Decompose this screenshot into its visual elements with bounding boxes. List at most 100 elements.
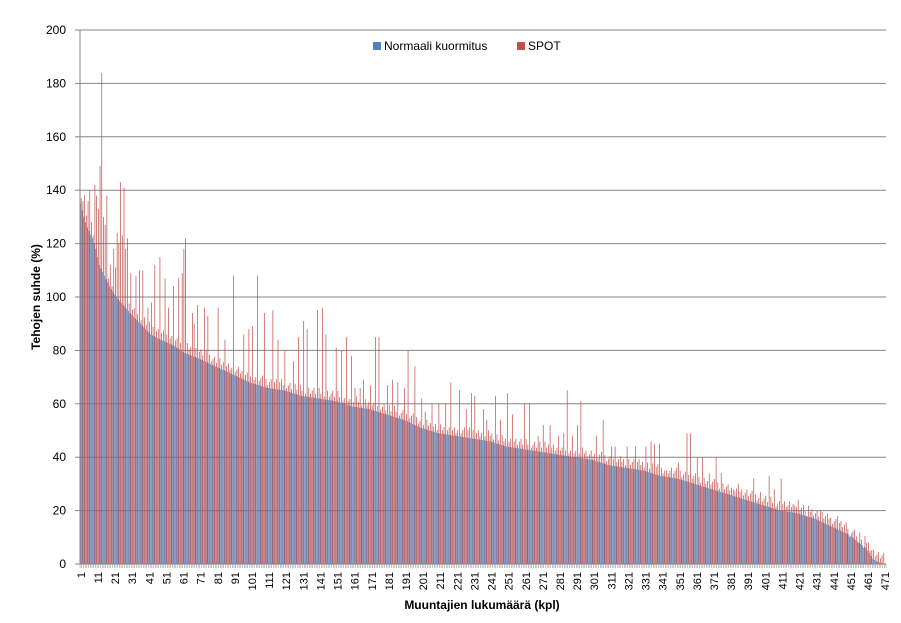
bar-spot: [501, 435, 503, 564]
bar-spot: [289, 382, 291, 564]
bar-spot: [628, 459, 630, 564]
bar-spot: [168, 307, 169, 564]
bar-normal: [716, 490, 718, 564]
bar-normal: [119, 301, 121, 564]
bar-spot: [715, 457, 717, 564]
bar-normal: [184, 353, 186, 564]
bar-spot: [274, 382, 275, 564]
bar-spot: [111, 286, 113, 564]
bar-normal: [343, 403, 345, 564]
bar-normal: [701, 486, 703, 564]
bar-spot: [144, 317, 145, 564]
bar-spot: [571, 435, 573, 564]
bar-normal: [646, 471, 648, 564]
bar-spot: [821, 511, 823, 564]
bar-normal: [677, 478, 679, 564]
bar-normal: [220, 368, 222, 564]
bar-normal: [263, 386, 264, 564]
bar-spot: [431, 403, 433, 564]
x-tick-label: 241: [487, 572, 499, 590]
bar-spot: [340, 350, 342, 564]
bar-spot: [494, 395, 496, 564]
bar-normal: [353, 406, 355, 564]
bar-spot: [698, 476, 700, 564]
bar-normal: [273, 388, 275, 564]
bar-spot: [693, 475, 695, 564]
bar-normal: [217, 367, 218, 564]
bar-normal: [603, 463, 605, 564]
bar-normal: [639, 470, 641, 564]
bar-spot: [775, 506, 777, 564]
bar-normal: [602, 463, 603, 564]
bar-normal: [81, 210, 83, 565]
bar-normal: [586, 459, 588, 564]
bar-spot: [214, 356, 216, 564]
bar-spot: [700, 482, 702, 564]
bar-spot: [546, 447, 548, 564]
bar-normal: [328, 400, 329, 564]
bar-spot: [522, 444, 524, 564]
bar-spot: [483, 409, 484, 564]
bar-spot: [127, 238, 128, 564]
bar-spot: [799, 510, 801, 564]
bar-spot: [804, 511, 806, 564]
bar-normal: [182, 351, 184, 564]
bar-spot: [402, 410, 404, 564]
bar-spot: [727, 484, 729, 564]
bar-spot: [328, 396, 330, 564]
x-tick-label: 51: [161, 572, 173, 584]
bar-spot: [375, 337, 376, 564]
bar-normal: [759, 504, 761, 564]
bar-normal: [579, 458, 581, 564]
bar-spot: [645, 446, 647, 564]
bar-spot: [806, 515, 808, 564]
bar-spot: [736, 488, 737, 564]
bar-spot: [510, 438, 512, 564]
bar-spot: [541, 447, 542, 564]
bar-normal: [376, 411, 377, 564]
bar-normal: [104, 275, 105, 564]
bar-normal: [95, 248, 97, 564]
bar-normal: [454, 435, 456, 564]
bar-spot: [607, 458, 609, 564]
bar-normal: [651, 473, 653, 564]
bar-normal: [591, 459, 593, 564]
bar-normal: [391, 416, 393, 564]
bar-spot: [770, 496, 772, 564]
bar-spot: [720, 473, 722, 564]
bar-spot: [103, 216, 104, 564]
bar-normal: [271, 388, 273, 564]
bar-normal: [499, 444, 501, 564]
bar-normal: [258, 385, 259, 564]
x-tick-label: 201: [418, 572, 430, 590]
bar-normal: [583, 458, 584, 564]
x-tick-label: 161: [350, 572, 362, 590]
bar-spot: [210, 361, 212, 564]
bar-normal: [507, 446, 509, 564]
bar-normal: [311, 397, 312, 564]
bar-spot: [376, 406, 378, 564]
bar-normal: [97, 256, 98, 564]
bar-normal: [418, 427, 420, 564]
bar-normal: [817, 520, 819, 564]
bar-spot: [115, 267, 116, 564]
bar-normal: [853, 538, 855, 564]
bar-normal: [429, 430, 430, 564]
bar-normal: [694, 483, 696, 564]
bar-normal: [290, 392, 292, 564]
bar-spot: [186, 343, 188, 564]
bar-normal: [501, 444, 502, 564]
bar-spot: [157, 328, 159, 564]
bar-normal: [302, 396, 304, 564]
bar-normal: [687, 481, 689, 564]
bar-normal: [417, 426, 418, 564]
bar-normal: [537, 451, 538, 564]
bar-normal: [554, 454, 555, 564]
bar-normal: [422, 428, 424, 564]
bar-spot: [599, 454, 601, 564]
bar-normal: [396, 417, 398, 564]
bar-spot: [606, 461, 607, 564]
bar-normal: [543, 452, 545, 564]
legend-swatch-normal: [373, 42, 381, 50]
bar-normal: [372, 410, 374, 564]
